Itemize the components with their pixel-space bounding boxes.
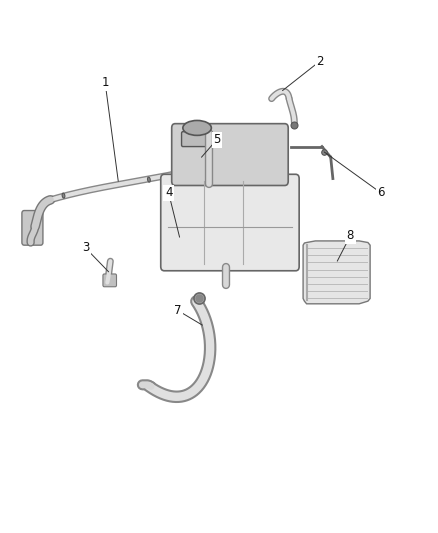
FancyBboxPatch shape [161,174,299,271]
Text: 7: 7 [173,304,181,317]
FancyBboxPatch shape [22,211,43,245]
Ellipse shape [62,193,65,198]
Ellipse shape [183,120,212,135]
Text: 4: 4 [165,187,173,199]
FancyBboxPatch shape [172,124,288,185]
Polygon shape [303,241,370,304]
FancyBboxPatch shape [181,132,213,147]
Text: 5: 5 [213,133,220,146]
Text: 8: 8 [347,229,354,242]
Text: 1: 1 [101,76,109,89]
Text: 3: 3 [82,241,89,254]
Ellipse shape [148,177,150,182]
Text: 2: 2 [316,55,324,68]
Text: 6: 6 [377,187,385,199]
FancyBboxPatch shape [103,274,117,287]
